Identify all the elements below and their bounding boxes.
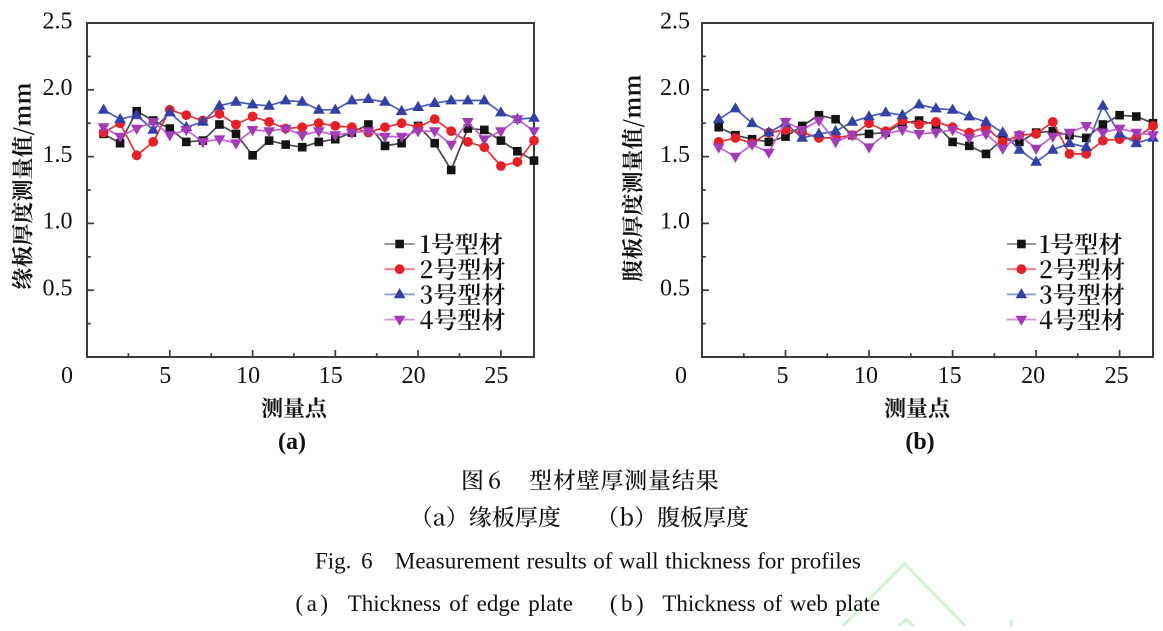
svg-text:25: 25 bbox=[484, 363, 508, 389]
svg-text:20: 20 bbox=[1021, 363, 1045, 389]
svg-text:15: 15 bbox=[938, 363, 962, 389]
svg-text:2.5: 2.5 bbox=[43, 8, 73, 34]
svg-text:5: 5 bbox=[159, 363, 171, 389]
svg-text:25: 25 bbox=[1105, 363, 1129, 389]
svg-text:10: 10 bbox=[236, 363, 260, 389]
svg-text:1.0: 1.0 bbox=[43, 209, 73, 235]
svg-text:0: 0 bbox=[675, 363, 687, 389]
svg-text:1.0: 1.0 bbox=[660, 209, 690, 235]
svg-text:5: 5 bbox=[777, 363, 789, 389]
svg-text:0.5: 0.5 bbox=[43, 276, 73, 302]
svg-text:1.5: 1.5 bbox=[660, 142, 690, 168]
svg-text:2.5: 2.5 bbox=[660, 8, 690, 34]
svg-text:Thickness of web plate: Thickness of web plate bbox=[662, 591, 880, 616]
svg-text:(b): (b) bbox=[610, 591, 647, 616]
svg-text:(b): (b) bbox=[905, 429, 934, 455]
svg-text:0: 0 bbox=[61, 363, 73, 389]
svg-text:20: 20 bbox=[402, 363, 426, 389]
svg-text:(a): (a) bbox=[296, 591, 332, 616]
svg-text:2.0: 2.0 bbox=[660, 75, 690, 101]
svg-text:2.0: 2.0 bbox=[43, 75, 73, 101]
svg-text:Fig. 6: Fig. 6 bbox=[315, 549, 373, 574]
svg-text:Thickness of edge plate: Thickness of edge plate bbox=[348, 591, 573, 616]
svg-text:1.5: 1.5 bbox=[43, 142, 73, 168]
svg-text:15: 15 bbox=[319, 363, 343, 389]
svg-text:(a): (a) bbox=[278, 429, 306, 455]
svg-text:10: 10 bbox=[854, 363, 878, 389]
svg-text:Measurement results of wall th: Measurement results of wall thickness fo… bbox=[395, 549, 861, 574]
svg-text:0.5: 0.5 bbox=[660, 276, 690, 302]
